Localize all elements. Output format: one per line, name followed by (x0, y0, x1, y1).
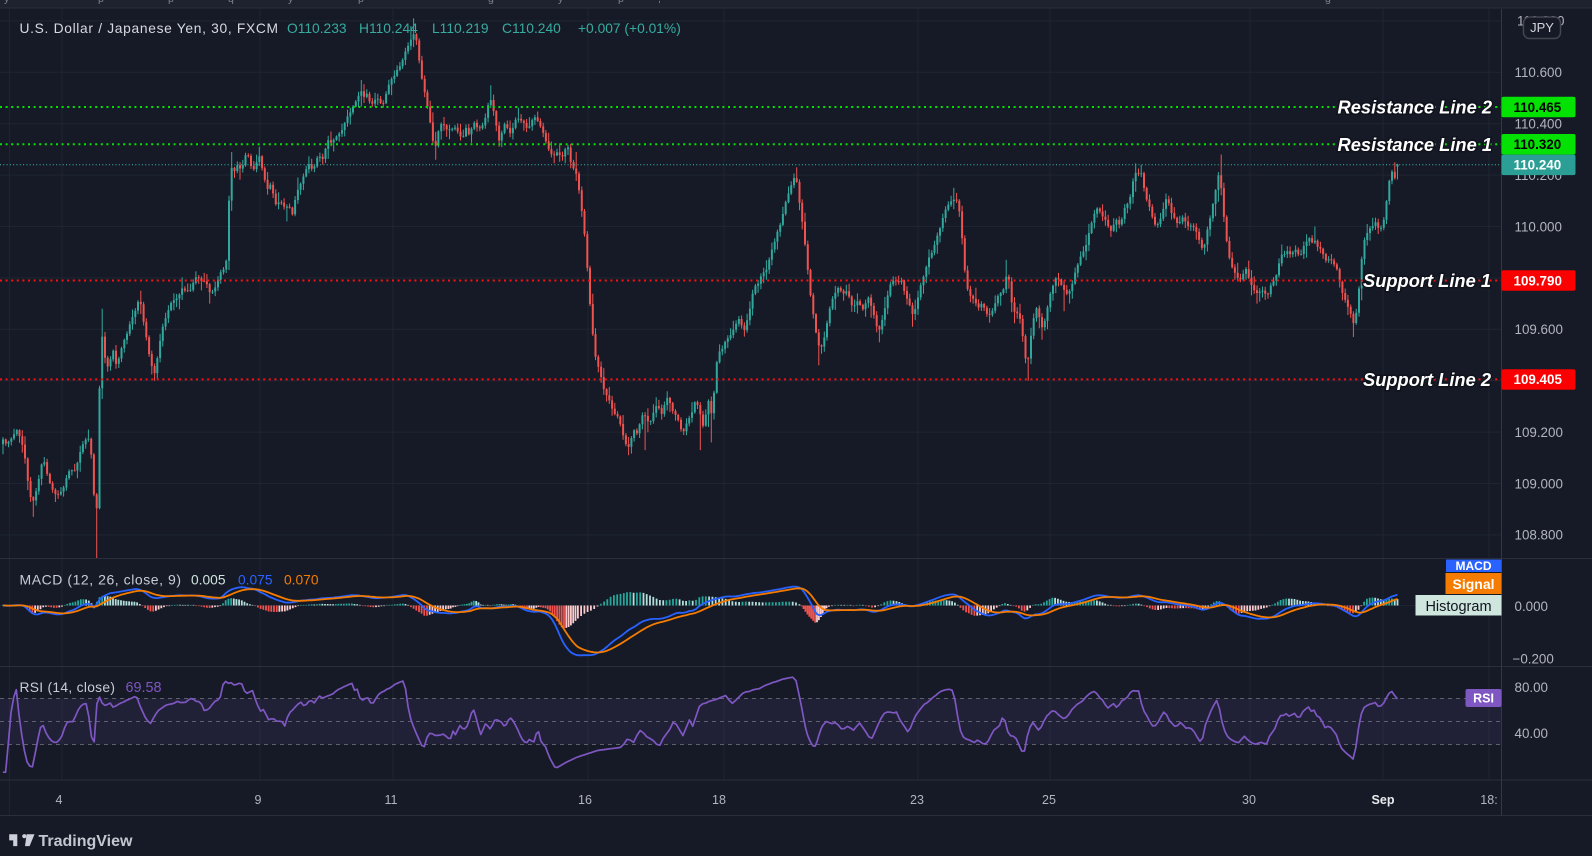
svg-text:y: y (558, 0, 564, 5)
svg-text:30: 30 (1242, 793, 1256, 807)
svg-text:23: 23 (910, 793, 924, 807)
svg-text:40.00: 40.00 (1515, 726, 1549, 741)
svg-text:JPY: JPY (1530, 20, 1554, 35)
svg-text:RSI (14, close): RSI (14, close) (20, 680, 116, 695)
svg-text:p: p (618, 0, 624, 5)
svg-text:9: 9 (255, 793, 262, 807)
svg-text:110.000: 110.000 (1515, 219, 1562, 234)
svg-text:p: p (358, 0, 364, 5)
svg-text:y: y (4, 0, 10, 5)
svg-text:18:: 18: (1480, 793, 1497, 807)
svg-text:0.005: 0.005 (191, 573, 226, 588)
svg-text:MACD (12, 26, close, 9): MACD (12, 26, close, 9) (20, 572, 182, 588)
svg-text:p: p (98, 0, 104, 5)
svg-text:Resistance Line 1: Resistance Line 1 (1338, 134, 1492, 155)
svg-text:Sep: Sep (1372, 793, 1395, 807)
svg-text:Histogram: Histogram (1425, 599, 1491, 615)
svg-text:Support Line 1: Support Line 1 (1363, 270, 1491, 291)
svg-text:p: p (168, 0, 174, 5)
svg-text:H110.244: H110.244 (359, 21, 418, 36)
svg-text:110.320: 110.320 (1514, 137, 1562, 152)
svg-text:109.600: 109.600 (1515, 322, 1563, 337)
svg-text:Signal: Signal (1452, 576, 1494, 592)
svg-text:O110.233: O110.233 (287, 21, 347, 36)
svg-text:110.465: 110.465 (1514, 100, 1562, 115)
svg-text:L110.219: L110.219 (432, 21, 489, 36)
svg-text:RSI: RSI (1473, 692, 1494, 706)
svg-text:0.070: 0.070 (284, 573, 319, 588)
svg-text:MACD: MACD (1456, 559, 1492, 573)
svg-text:80.00: 80.00 (1515, 680, 1549, 695)
svg-text:Support Line 2: Support Line 2 (1363, 369, 1491, 390)
svg-text:25: 25 (1042, 793, 1056, 807)
svg-text:TradingView: TradingView (39, 833, 134, 850)
svg-text:4: 4 (56, 793, 63, 807)
svg-text:+0.007 (+0.01%): +0.007 (+0.01%) (578, 21, 681, 36)
svg-text:110.400: 110.400 (1515, 117, 1562, 132)
svg-text:g: g (488, 0, 494, 5)
svg-text:69.58: 69.58 (126, 680, 162, 696)
svg-text:U.S. Dollar / Japanese Yen, 30: U.S. Dollar / Japanese Yen, 30, FXCM (20, 21, 279, 36)
svg-text:109.790: 109.790 (1514, 273, 1562, 288)
svg-text:g: g (1325, 0, 1331, 5)
svg-text:y: y (288, 0, 294, 5)
svg-text:109.000: 109.000 (1515, 476, 1563, 491)
svg-text:0.000: 0.000 (1515, 599, 1549, 614)
svg-text:16: 16 (578, 793, 592, 807)
svg-text:18: 18 (712, 793, 726, 807)
svg-text:11: 11 (385, 793, 398, 807)
svg-text:110.600: 110.600 (1515, 65, 1562, 80)
svg-text:110.240: 110.240 (1514, 158, 1562, 173)
svg-text:−0.200: −0.200 (1513, 651, 1554, 666)
svg-text:0.075: 0.075 (238, 573, 273, 588)
svg-text:q: q (228, 0, 234, 5)
svg-text:Resistance Line 2: Resistance Line 2 (1338, 97, 1492, 118)
svg-text:109.200: 109.200 (1515, 425, 1563, 440)
svg-text:,: , (658, 0, 661, 5)
svg-text:108.800: 108.800 (1515, 528, 1563, 543)
svg-text:109.405: 109.405 (1514, 372, 1563, 387)
svg-text:C110.240: C110.240 (502, 21, 561, 36)
